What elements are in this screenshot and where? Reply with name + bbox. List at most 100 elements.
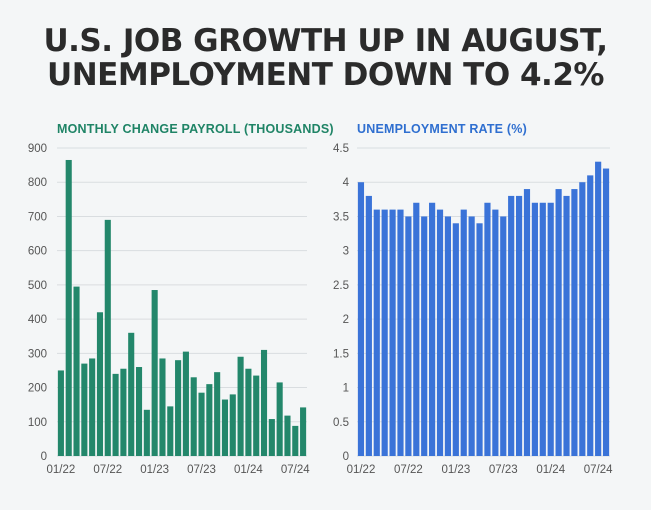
unemployment-y-tick-label: 1 <box>343 383 349 395</box>
payroll-bar-11-23 <box>229 394 236 456</box>
payroll-bar-04-23 <box>175 360 182 456</box>
payroll-bar-01-24 <box>245 368 252 456</box>
unemployment-bar-03-23 <box>468 216 475 456</box>
unemployment-bar-09-22 <box>421 216 428 456</box>
unemployment-bar-07-24 <box>595 161 602 456</box>
payroll-y-tick-label: 900 <box>28 143 47 155</box>
payroll-y-tick-label: 700 <box>28 211 47 223</box>
payroll-bar-05-23 <box>182 351 189 456</box>
title-line-2: UNEMPLOYMENT DOWN TO 4.2% <box>47 57 604 93</box>
payroll-bar-10-23 <box>221 399 229 456</box>
page-title: U.S. JOB GROWTH UP IN AUGUST, UNEMPLOYME… <box>0 24 651 92</box>
payroll-bar-01-23 <box>151 290 158 456</box>
payroll-y-tick-label: 0 <box>41 451 47 463</box>
payroll-bar-10-22 <box>128 332 135 456</box>
payroll-x-tick-label: 07/24 <box>281 464 310 476</box>
payroll-chart-title: MONTHLY CHANGE PAYROLL (THOUSANDS) <box>57 122 334 136</box>
payroll-y-tick-label: 400 <box>28 314 47 326</box>
unemployment-bar-08-22 <box>413 202 420 456</box>
payroll-x-tick-label: 07/23 <box>187 464 216 476</box>
unemployment-x-tick-label: 07/23 <box>489 464 518 476</box>
unemployment-bar-05-22 <box>389 209 396 456</box>
unemployment-bar-11-23 <box>531 202 538 456</box>
unemployment-bar-08-23 <box>508 195 515 456</box>
unemployment-bar-01-22 <box>357 182 365 456</box>
unemployment-bar-03-24 <box>563 195 570 456</box>
unemployment-bar-10-22 <box>429 202 436 456</box>
unemployment-y-tick-label: 2 <box>343 314 349 326</box>
payroll-bar-08-23 <box>206 384 213 456</box>
unemployment-y-tick-label: 2.5 <box>333 280 349 292</box>
unemployment-bar-01-24 <box>547 202 554 456</box>
payroll-x-tick-label: 01/23 <box>140 464 169 476</box>
payroll-bar-04-22 <box>81 363 88 456</box>
unemployment-x-tick-label: 01/22 <box>347 464 376 476</box>
payroll-x-tick-label: 01/22 <box>47 464 76 476</box>
payroll-bar-06-22 <box>96 312 104 456</box>
unemployment-bar-02-24 <box>555 189 562 457</box>
unemployment-bar-07-23 <box>500 216 507 456</box>
unemployment-bar-04-24 <box>571 189 578 457</box>
payroll-bar-03-23 <box>167 406 174 456</box>
unemployment-bar-02-22 <box>365 195 372 456</box>
payroll-bar-03-22 <box>73 286 80 456</box>
payroll-y-tick-label: 600 <box>28 246 47 258</box>
payroll-bar-07-24 <box>292 425 299 456</box>
payroll-y-tick-label: 100 <box>28 417 47 429</box>
payroll-bar-09-22 <box>120 368 127 456</box>
payroll-bar-02-24 <box>253 375 260 456</box>
unemployment-bar-12-22 <box>444 216 452 456</box>
unemployment-bar-01-23 <box>452 223 459 456</box>
unemployment-bar-05-23 <box>484 202 491 456</box>
unemployment-bar-05-24 <box>579 182 586 456</box>
payroll-bar-02-22 <box>65 159 72 456</box>
unemployment-y-tick-label: 3 <box>343 246 349 258</box>
payroll-x-tick-label: 07/22 <box>93 464 122 476</box>
unemployment-y-tick-label: 3.5 <box>333 211 349 223</box>
payroll-chart: 0 100 200 300 400 500 600 700 800 900 01/22 07/22 01… <box>28 143 310 476</box>
payroll-bar-01-22 <box>57 370 64 456</box>
unemployment-chart: 0 0.5 1 1.5 2 2.5 3 3.5 4 4.5 01/22 07/22 01/23 07/23… <box>333 143 613 476</box>
unemployment-bar-02-23 <box>460 209 467 456</box>
unemployment-bar-09-23 <box>515 195 523 456</box>
unemployment-y-tick-label: 1.5 <box>333 348 349 360</box>
payroll-y-tick-label: 300 <box>28 348 47 360</box>
unemployment-bar-12-23 <box>539 202 546 456</box>
unemployment-bar-08-24 <box>602 168 610 457</box>
payroll-bar-08-22 <box>112 373 119 456</box>
payroll-bar-05-24 <box>276 382 283 456</box>
payroll-bar-12-22 <box>143 409 150 456</box>
unemployment-x-tick-label: 01/24 <box>536 464 565 476</box>
unemployment-y-tick-label: 4.5 <box>333 143 349 155</box>
payroll-y-tick-label: 800 <box>28 177 47 189</box>
payroll-bar-05-22 <box>89 358 96 456</box>
unemployment-x-tick-label: 07/24 <box>584 464 613 476</box>
payroll-bar-02-23 <box>159 358 166 456</box>
payroll-bar-04-24 <box>268 419 275 456</box>
unemployment-bar-06-23 <box>492 209 499 456</box>
unemployment-bar-11-22 <box>436 209 444 456</box>
payroll-bar-06-24 <box>284 415 291 456</box>
payroll-bar-07-22 <box>104 219 111 456</box>
payroll-bar-12-23 <box>237 356 244 456</box>
payroll-bar-06-23 <box>190 377 197 456</box>
unemployment-bar-07-22 <box>405 216 412 456</box>
payroll-y-tick-label: 500 <box>28 280 47 292</box>
unemployment-bar-04-23 <box>476 223 483 456</box>
unemployment-bar-03-22 <box>373 209 380 456</box>
unemployment-bar-10-23 <box>523 189 531 457</box>
unemployment-bar-06-22 <box>397 209 404 456</box>
payroll-bar-07-23 <box>198 392 205 456</box>
payroll-bar-08-24 <box>300 407 307 456</box>
unemployment-bar-04-22 <box>381 209 388 456</box>
unemployment-x-tick-label: 07/22 <box>394 464 423 476</box>
payroll-y-tick-label: 200 <box>28 383 47 395</box>
title-line-1: U.S. JOB GROWTH UP IN AUGUST, <box>43 23 608 59</box>
unemployment-y-tick-label: 4 <box>343 177 350 189</box>
payroll-bar-09-23 <box>214 372 221 456</box>
unemployment-chart-title: UNEMPLOYMENT RATE (%) <box>357 122 527 136</box>
payroll-x-tick-label: 01/24 <box>234 464 263 476</box>
unemployment-y-tick-label: 0.5 <box>333 417 349 429</box>
